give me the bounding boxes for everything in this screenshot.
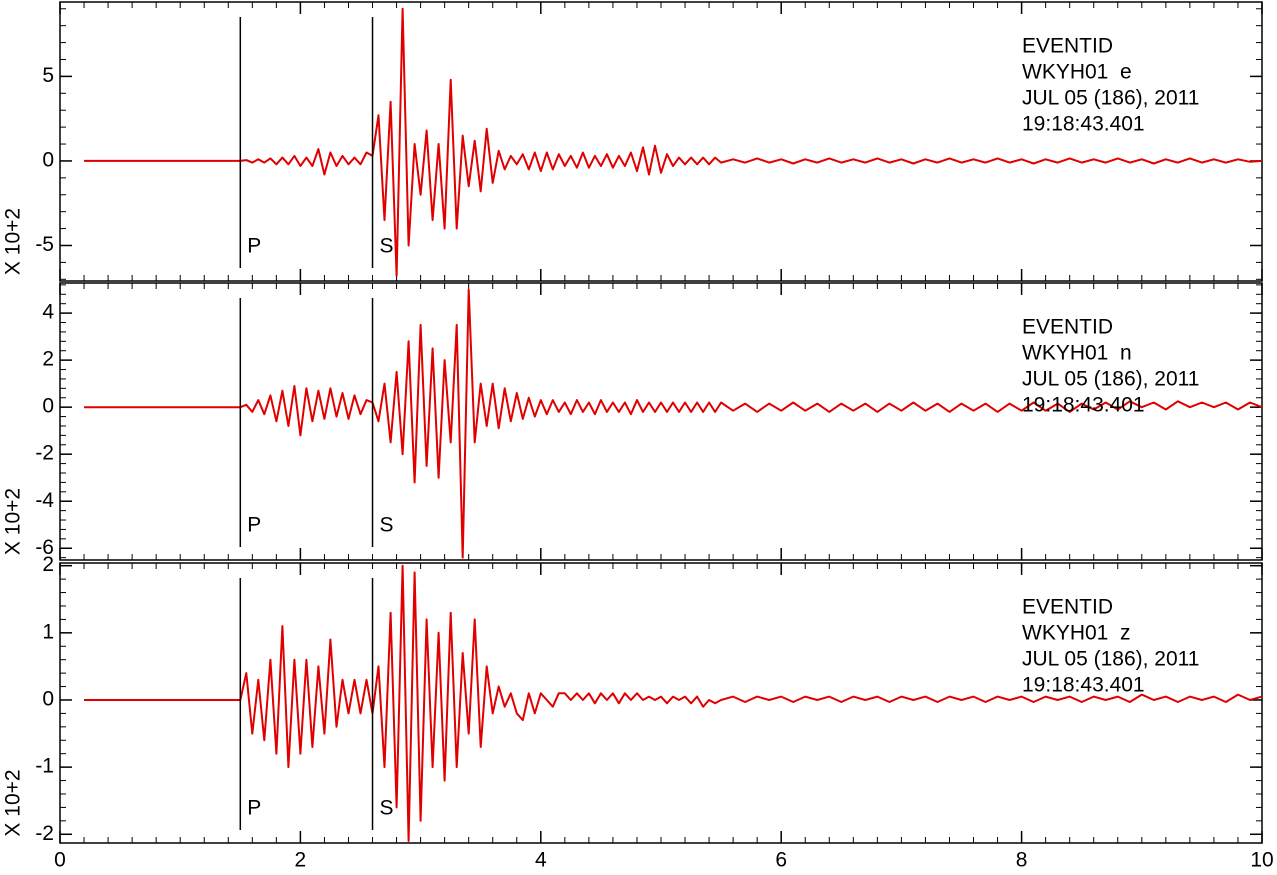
annotation: JUL 05 (186), 2011 [1022,648,1199,671]
phase-label: P [247,797,261,820]
x-tick-label: 8 [1016,849,1028,872]
annotation: WKYH01 n [1022,342,1132,365]
phase-label: S [380,235,394,258]
x-tick-label: 6 [775,849,787,872]
y-tick-label: 0 [42,395,54,418]
waveform [84,7,1263,277]
y-tick-label: 0 [42,688,54,711]
x-tick-label: 0 [54,849,66,872]
panel: -2 -1 0 1 2 0 2 4 6 8 10 X 10+2 P S EVENTID WKYH01 z JUL… [2,553,1274,871]
phase-label: S [380,514,394,537]
annotation: 19:18:43.401 [1022,674,1145,697]
y-tick-label: 5 [42,64,54,87]
annotation: 19:18:43.401 [1022,113,1145,136]
x-tick-label: 4 [535,849,547,872]
y-tick-label: -4 [35,489,54,512]
annotation: JUL 05 (186), 2011 [1022,87,1199,110]
panel: -5 0 5 X 10+2 P S EVENTID WKYH01 e JUL 05 (186),… [2,1,1263,282]
annotation: EVENTID [1022,596,1113,619]
y-tick-label: 2 [42,553,54,576]
y-axis-label: X 10+2 [2,769,25,836]
phase-label: S [380,797,394,820]
phase-label: P [247,235,261,258]
annotation: 19:18:43.401 [1022,394,1145,417]
annotation: EVENTID [1022,35,1113,58]
waveform [84,564,1263,842]
x-tick-label: 10 [1250,849,1273,872]
y-tick-label: -2 [35,822,54,845]
y-axis-label: X 10+2 [2,488,25,555]
y-tick-label: -1 [35,755,54,778]
annotation: WKYH01 z [1022,622,1131,645]
annotation: EVENTID [1022,316,1113,339]
waveform [84,288,1263,559]
x-tick-label: 2 [295,849,307,872]
phase-label: P [247,514,261,537]
panel: -6 -4 -2 0 2 4 X 10+2 P S EVENTID WKYH01 n JUL 05 (… [2,282,1263,561]
y-tick-label: -5 [35,233,54,256]
y-axis-label: X 10+2 [2,208,25,275]
y-tick-label: 2 [42,348,54,371]
y-tick-label: 1 [42,620,54,643]
y-tick-label: -6 [35,536,54,559]
y-tick-label: 4 [42,301,54,324]
annotation: WKYH01 e [1022,61,1132,84]
y-tick-label: -2 [35,442,54,465]
y-tick-label: 0 [42,148,54,171]
annotation: JUL 05 (186), 2011 [1022,368,1199,391]
